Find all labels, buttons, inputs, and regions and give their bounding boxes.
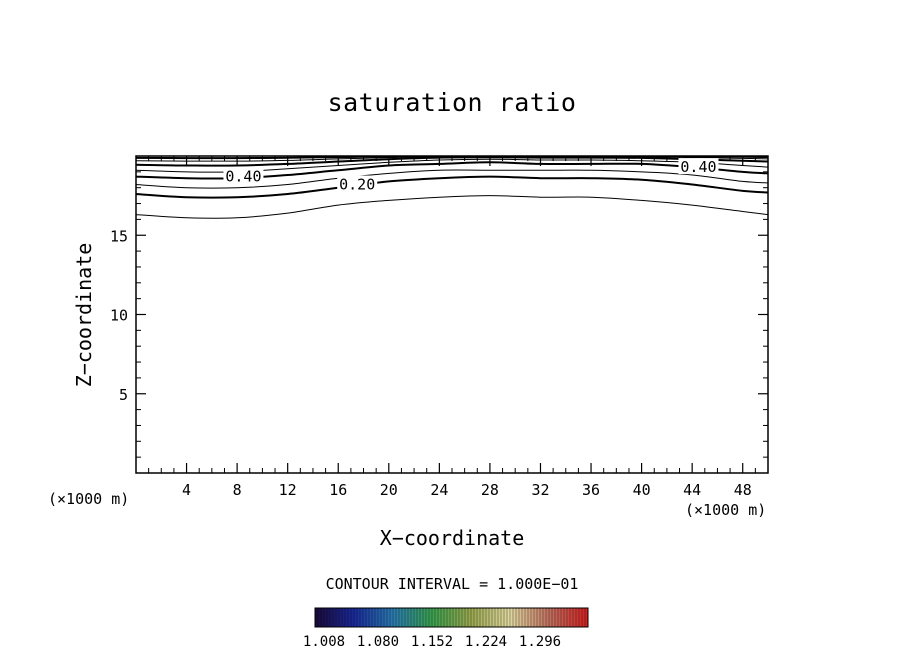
contour-lines — [136, 156, 768, 219]
colorbar-tick-label: 1.224 — [465, 634, 507, 650]
x-axis-label: X−coordinate — [379, 526, 525, 550]
contour-label: 0.40 — [680, 158, 716, 176]
y-tick-label: 10 — [110, 307, 128, 325]
contour-line-2 — [136, 175, 768, 199]
contour-label-bg — [223, 167, 264, 184]
x-tick-label: 24 — [430, 481, 448, 499]
colorbar-tick-label: 1.152 — [411, 634, 453, 650]
x-unit-label-left: (×1000 m) — [48, 490, 130, 508]
contour-line-3 — [136, 169, 768, 189]
contour-line-1 — [136, 195, 768, 219]
y-tick-label: 15 — [110, 227, 128, 245]
x-tick-label: 40 — [633, 481, 651, 499]
x-tick-label: 4 — [182, 481, 191, 499]
x-tick-label: 44 — [683, 481, 701, 499]
colorbar: 1.008 1.080 1.152 1.224 1.296 — [303, 607, 589, 650]
colorbar-tick-label: 1.008 — [303, 634, 345, 650]
x-tick-label: 12 — [279, 481, 297, 499]
x-tick-label: 28 — [481, 481, 499, 499]
chart-title: saturation ratio — [327, 88, 577, 117]
x-unit-label-right: (×1000 m) — [685, 501, 767, 519]
contour-interval-text: CONTOUR INTERVAL = 1.000E−01 — [325, 575, 579, 593]
y-axis-label: Z−coordinate — [72, 242, 96, 388]
contour-labels: 0.40 0.20 0.40 — [223, 158, 719, 194]
colorbar-tick-label: 1.296 — [519, 634, 561, 650]
contour-label: 0.20 — [339, 176, 375, 194]
x-tick-label: 16 — [329, 481, 347, 499]
colorbar-gradient — [315, 608, 588, 627]
x-tick-label: 8 — [233, 481, 242, 499]
contour-label-bg — [678, 158, 719, 175]
x-tick-label: 36 — [582, 481, 600, 499]
contour-label: 0.40 — [225, 168, 261, 186]
x-tick-label: 32 — [531, 481, 549, 499]
x-tick-label: 48 — [734, 481, 752, 499]
y-tick-label: 5 — [119, 386, 128, 404]
contour-label-bg — [337, 175, 378, 192]
colorbar-frame — [314, 607, 589, 628]
x-tick-label: 20 — [380, 481, 398, 499]
colorbar-tick-label: 1.080 — [357, 634, 399, 650]
